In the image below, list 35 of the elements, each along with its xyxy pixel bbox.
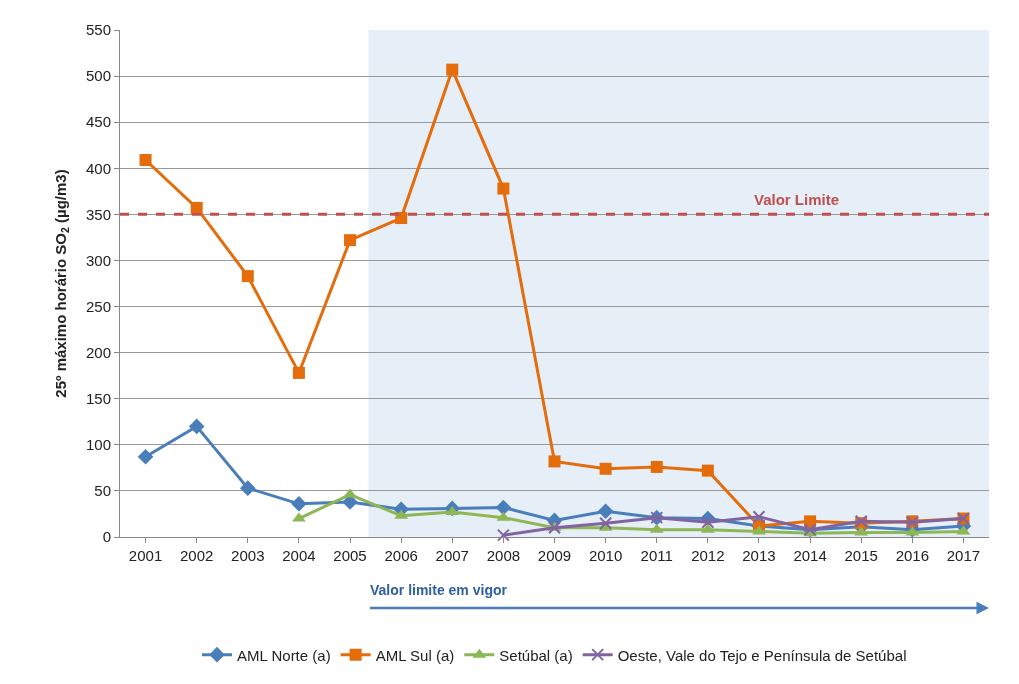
y-tick-label: 300 — [85, 251, 111, 269]
x-tick-label: 2007 — [435, 547, 469, 564]
y-tick-label: 0 — [102, 528, 111, 546]
y-tick-label: 400 — [85, 159, 111, 177]
legend-label: AML Sul (a) — [375, 646, 455, 664]
y-tick-label: 100 — [85, 436, 111, 454]
text: Valor limite em vigor — [370, 582, 508, 598]
x-tick-label: 2014 — [793, 547, 827, 564]
ref-line-label: Valor Limite — [754, 191, 840, 208]
y-tick-label: 350 — [85, 205, 111, 223]
x-tick-label: 2015 — [844, 547, 878, 564]
x-tick-label: 2004 — [282, 547, 316, 564]
x-tick-label: 2011 — [640, 547, 673, 564]
y-tick-label: 500 — [85, 67, 111, 85]
x-tick-label: 2005 — [333, 547, 367, 564]
x-tick-label: 2013 — [742, 547, 776, 564]
legend-label: AML Norte (a) — [237, 646, 331, 664]
y-tick-label: 250 — [85, 297, 111, 315]
legend-label: Oeste, Vale do Tejo e Península de Setúbal — [617, 646, 907, 664]
x-tick-label: 2002 — [179, 547, 214, 564]
x-tick-label: 2003 — [231, 547, 265, 564]
x-tick-label: 2012 — [691, 547, 725, 564]
x-tick-label: 2006 — [384, 547, 418, 564]
x-tick-label: 2008 — [486, 547, 521, 564]
y-tick-label: 450 — [85, 113, 111, 131]
x-tick-label: 2001 — [128, 547, 163, 564]
y-tick-label: 150 — [85, 389, 111, 407]
x-tick-label: 2016 — [895, 547, 930, 564]
x-tick-label: 2017 — [946, 547, 981, 564]
y-tick-label: 50 — [94, 482, 111, 500]
y-tick-label: 550 — [85, 21, 111, 39]
x-tick-label: 2009 — [537, 547, 572, 564]
y-tick-label: 200 — [85, 343, 111, 361]
legend-label: Setúbal (a) — [499, 646, 573, 664]
x-tick-label: 2010 — [588, 547, 623, 564]
